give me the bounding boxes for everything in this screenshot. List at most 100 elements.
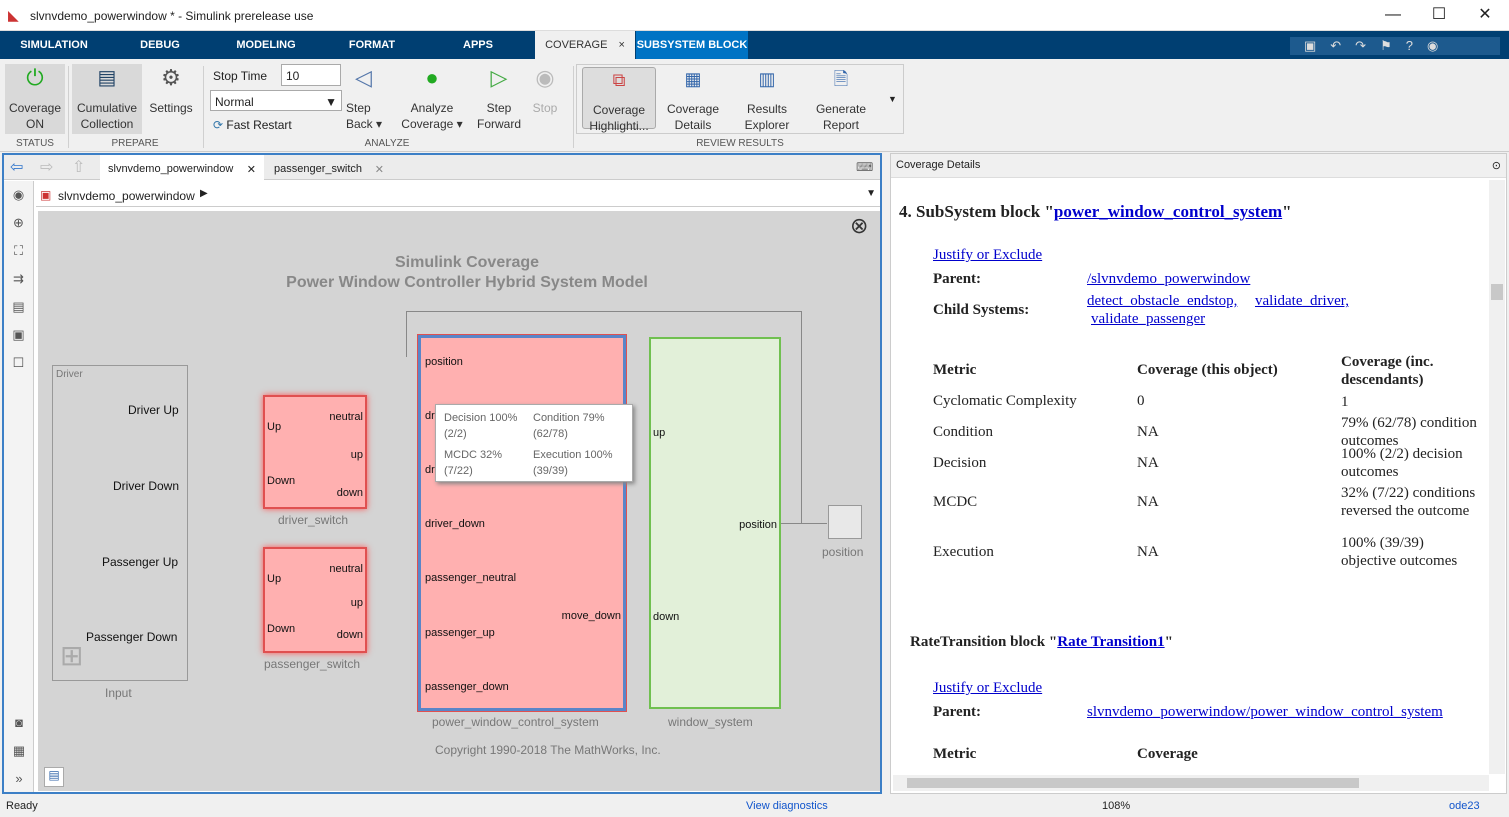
- child-link[interactable]: detect_obstacle_endstop,: [1087, 293, 1238, 309]
- close-tab-icon[interactable]: ✕: [374, 164, 384, 176]
- coverage-highlighting-button[interactable]: ⧉ Coverage Highlighti...: [582, 67, 656, 133]
- panel-header: Coverage Details ⊙: [891, 154, 1506, 178]
- tab-simulation[interactable]: SIMULATION: [20, 39, 88, 51]
- camera-icon[interactable]: ◙: [15, 715, 23, 730]
- tab-debug[interactable]: DEBUG: [140, 39, 180, 51]
- view-diagnostics-link[interactable]: View diagnostics: [746, 800, 828, 812]
- stop-time-label: Stop Time: [213, 69, 268, 83]
- zoom-icon[interactable]: ⊕: [13, 215, 24, 230]
- chevron-down-icon: ▼: [325, 95, 337, 109]
- ribbon-tabs: SIMULATION DEBUG MODELING FORMAT APPS CO…: [0, 31, 1509, 59]
- keyboard-icon[interactable]: ⌨: [856, 160, 874, 174]
- fit-icon[interactable]: ⛶: [13, 243, 24, 258]
- child-link[interactable]: validate_driver,: [1255, 293, 1349, 309]
- expand-icon[interactable]: »: [15, 771, 23, 786]
- chevron-right-icon: ▶: [200, 188, 208, 199]
- settings-button[interactable]: ⚙ Settings: [146, 67, 196, 116]
- close-button[interactable]: ✕: [1478, 6, 1492, 23]
- input-driver-up[interactable]: Driver Up: [128, 403, 179, 417]
- tab-modeling[interactable]: MODELING: [236, 39, 296, 51]
- window-system-block[interactable]: up down position: [649, 337, 781, 709]
- passenger-switch-block[interactable]: Up Down neutral up down: [263, 547, 367, 653]
- results-explorer-button[interactable]: ▥ Results Explorer: [736, 70, 798, 133]
- close-tab-icon[interactable]: ×: [618, 39, 625, 51]
- fast-restart-icon: ⟳: [213, 118, 224, 132]
- tab-apps[interactable]: APPS: [463, 39, 493, 51]
- close-highlight-icon[interactable]: ⊗: [850, 213, 869, 238]
- driver-area[interactable]: [52, 365, 188, 681]
- fast-restart-button[interactable]: ⟳ Fast Restart: [213, 118, 292, 132]
- parent-label: Parent:: [933, 704, 982, 720]
- driver-switch-block[interactable]: Up Down neutral up down: [263, 395, 367, 509]
- area-icon[interactable]: ☐: [12, 355, 25, 370]
- vertical-scrollbar[interactable]: [1489, 180, 1505, 774]
- step-back-button[interactable]: ◁ Step Back ▾: [346, 65, 383, 132]
- highlight-icon: ⧉: [612, 70, 626, 90]
- input-passenger-up[interactable]: Passenger Up: [102, 555, 179, 569]
- forward-icon[interactable]: ⇨: [40, 159, 54, 176]
- copyright: Copyright 1990-2018 The MathWorks, Inc.: [435, 743, 661, 757]
- driver-switch-label: driver_switch: [278, 513, 349, 527]
- metric-header: Metric: [933, 362, 977, 378]
- back-icon[interactable]: ⇦: [10, 159, 24, 176]
- horizontal-scrollbar[interactable]: [893, 775, 1489, 791]
- hide-icon[interactable]: ◉: [12, 187, 25, 202]
- coverage-on-button[interactable]: ⏻ Coverage ON: [5, 64, 65, 134]
- scroll-thumb[interactable]: [1491, 284, 1503, 300]
- tab-coverage[interactable]: COVERAGE ×: [535, 31, 635, 59]
- coverage-tooltip: Decision 100% (2/2) Condition 79% (62/78) …: [435, 404, 633, 482]
- parent-link[interactable]: slvnvdemo_powerwindow/power_window_contr…: [1087, 704, 1443, 720]
- metric-desc: 32% (7/22) conditions reversed the outco…: [1341, 485, 1476, 519]
- breadcrumb[interactable]: ▣ slvnvdemo_powerwindow ▶ ▼: [36, 183, 880, 207]
- stop-button[interactable]: ◉ Stop: [528, 67, 562, 116]
- title-line1: Simulink Coverage: [394, 254, 540, 271]
- close-tab-icon[interactable]: ✕: [246, 164, 256, 176]
- input-passenger-down[interactable]: Passenger Down: [86, 630, 178, 644]
- simulation-mode-select[interactable]: Normal ▼: [210, 90, 342, 111]
- maximize-button[interactable]: ☐: [1431, 6, 1447, 23]
- annotation-icon[interactable]: ▤: [12, 299, 25, 314]
- justify-exclude-link[interactable]: Justify or Exclude: [933, 680, 1043, 696]
- step-forward-label: Step Forward: [476, 101, 521, 131]
- fast-restart-label: Fast Restart: [226, 118, 292, 132]
- stop-time-input[interactable]: 10: [281, 64, 341, 86]
- image-icon[interactable]: ▣: [12, 327, 25, 342]
- feedback-line: [801, 311, 802, 523]
- power-window-control-system-block[interactable]: position dri dri driver_down passenger_n…: [417, 334, 627, 712]
- solver-link[interactable]: ode23: [1449, 800, 1480, 812]
- input-driver-down[interactable]: Driver Down: [113, 479, 180, 493]
- scroll-thumb[interactable]: [907, 778, 1359, 788]
- arrow-icon[interactable]: ⇉: [13, 271, 24, 286]
- scope-block[interactable]: [828, 505, 862, 539]
- explorer-bar-icon[interactable]: ▦: [12, 743, 26, 758]
- model-browser-icon[interactable]: ▤: [44, 767, 64, 787]
- coverage-details-button[interactable]: ▦ Coverage Details: [662, 70, 724, 133]
- rate-transition-link[interactable]: Rate Transition1: [1057, 634, 1165, 650]
- panel-menu-icon[interactable]: ⊙: [1491, 160, 1501, 172]
- tab-format[interactable]: FORMAT: [348, 39, 396, 51]
- tt-condition: Condition 79%: [533, 412, 605, 424]
- up-icon[interactable]: ⇧: [72, 159, 86, 176]
- passenger-switch-label: passenger_switch: [264, 657, 361, 671]
- breadcrumb-item[interactable]: slvnvdemo_powerwindow: [58, 189, 195, 203]
- step-forward-button[interactable]: ▷ Step Forward: [475, 67, 523, 132]
- quick-access-toolbar[interactable]: ▣↶↷⚑?◉: [1290, 37, 1500, 55]
- ribbon-more-icon[interactable]: ▼: [888, 94, 897, 104]
- subsystem-link[interactable]: power_window_control_system: [1053, 202, 1283, 221]
- editor-tab-passenger-switch[interactable]: passenger_switch ✕: [266, 155, 392, 180]
- editor-tab-powerwindow[interactable]: slvnvdemo_powerwindow ✕: [100, 155, 264, 180]
- settings-label: Settings: [149, 101, 193, 115]
- justify-exclude-link[interactable]: Justify or Exclude: [933, 247, 1043, 263]
- panel-title: Coverage Details: [896, 159, 981, 171]
- analyze-coverage-button[interactable]: ● Analyze Coverage ▾: [401, 65, 463, 132]
- parent-link[interactable]: /slvnvdemo_powerwindow: [1087, 271, 1251, 287]
- tab-subsystem-block[interactable]: SUBSYSTEM BLOCK: [636, 31, 748, 59]
- highlight-label: Coverage Highlighti...: [589, 103, 649, 133]
- chevron-down-icon[interactable]: ▼: [866, 188, 876, 199]
- model-canvas[interactable]: ⊗ Simulink Coverage Power Window Controll…: [38, 211, 880, 791]
- minimize-button[interactable]: —: [1385, 6, 1401, 23]
- cumulative-collection-button[interactable]: ▤ Cumulative Collection: [72, 64, 142, 134]
- port: dri: [425, 410, 438, 422]
- child-link[interactable]: validate_passenger: [1091, 311, 1206, 327]
- generate-report-button[interactable]: 🗎 Generate Report: [810, 70, 872, 133]
